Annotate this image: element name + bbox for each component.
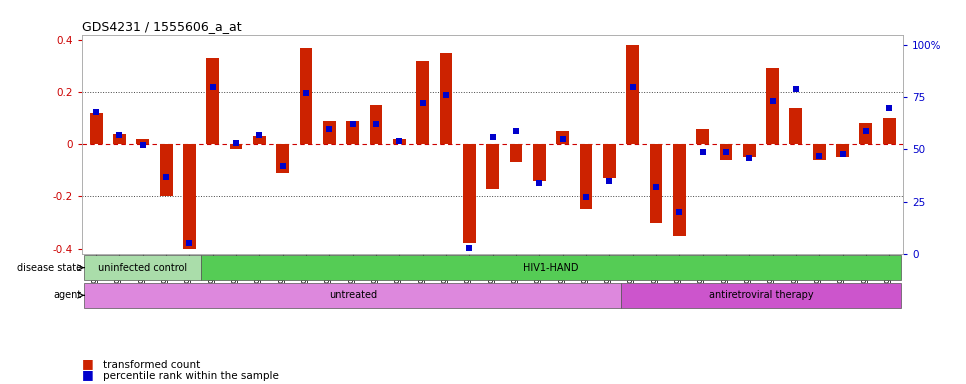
Point <box>322 126 337 132</box>
Point <box>671 209 687 215</box>
Bar <box>580 144 592 209</box>
Bar <box>837 144 849 157</box>
Bar <box>393 139 406 144</box>
Bar <box>159 144 173 196</box>
Bar <box>463 144 475 243</box>
Bar <box>346 121 359 144</box>
Bar <box>696 129 709 144</box>
Point <box>439 92 454 98</box>
Bar <box>207 58 219 144</box>
Point <box>391 138 407 144</box>
Bar <box>743 144 755 157</box>
Point <box>368 121 384 127</box>
Text: uninfected control: uninfected control <box>99 263 187 273</box>
Bar <box>789 108 803 144</box>
Bar <box>84 255 201 280</box>
Bar <box>860 123 872 144</box>
Bar <box>416 61 429 144</box>
Point <box>811 152 827 159</box>
Bar <box>556 131 569 144</box>
Bar <box>370 105 383 144</box>
Bar <box>673 144 686 235</box>
Point <box>298 90 314 96</box>
Point <box>625 84 640 90</box>
Point <box>531 180 547 186</box>
Bar <box>812 144 826 160</box>
Point <box>345 121 360 127</box>
Point <box>695 149 710 155</box>
Point <box>88 109 103 115</box>
Point <box>554 136 570 142</box>
Point <box>182 240 197 247</box>
Point <box>205 84 220 90</box>
Bar <box>201 255 901 280</box>
Point <box>858 127 873 134</box>
Text: disease state: disease state <box>16 263 82 273</box>
Text: agent: agent <box>53 290 82 300</box>
Point <box>508 127 524 134</box>
Point <box>275 163 291 169</box>
Bar <box>626 45 639 144</box>
Bar <box>136 139 149 144</box>
Point <box>228 140 243 146</box>
Text: HIV1-HAND: HIV1-HAND <box>524 263 579 273</box>
Text: percentile rank within the sample: percentile rank within the sample <box>103 371 279 381</box>
Bar <box>183 144 196 248</box>
Bar <box>603 144 615 178</box>
Text: ■: ■ <box>82 357 94 370</box>
Text: antiretroviral therapy: antiretroviral therapy <box>709 290 813 300</box>
Point <box>252 132 268 138</box>
Bar <box>230 144 242 149</box>
Point <box>415 100 431 106</box>
Bar <box>299 48 312 144</box>
Bar <box>90 113 102 144</box>
Point <box>462 245 477 251</box>
Point <box>788 86 804 92</box>
Bar <box>84 283 621 308</box>
Point <box>648 184 664 190</box>
Point <box>602 178 617 184</box>
Point <box>158 174 174 180</box>
Point <box>112 132 128 138</box>
Point <box>765 98 781 104</box>
Text: ■: ■ <box>82 368 94 381</box>
Point <box>485 134 500 140</box>
Point <box>579 194 594 200</box>
Bar <box>440 53 452 144</box>
Bar <box>649 144 663 222</box>
Bar <box>323 121 336 144</box>
Bar <box>253 136 266 144</box>
Bar <box>720 144 732 160</box>
Bar <box>486 144 499 189</box>
Bar <box>276 144 289 173</box>
Point <box>835 151 850 157</box>
Point <box>742 155 757 161</box>
Point <box>718 149 733 155</box>
Text: untreated: untreated <box>328 290 377 300</box>
Bar <box>510 144 523 162</box>
Bar <box>621 283 901 308</box>
Bar <box>766 68 779 144</box>
Text: GDS4231 / 1555606_a_at: GDS4231 / 1555606_a_at <box>82 20 242 33</box>
Bar <box>533 144 546 181</box>
Bar <box>883 118 895 144</box>
Point <box>135 142 151 148</box>
Text: transformed count: transformed count <box>103 360 201 370</box>
Bar <box>113 134 126 144</box>
Point <box>882 104 897 111</box>
